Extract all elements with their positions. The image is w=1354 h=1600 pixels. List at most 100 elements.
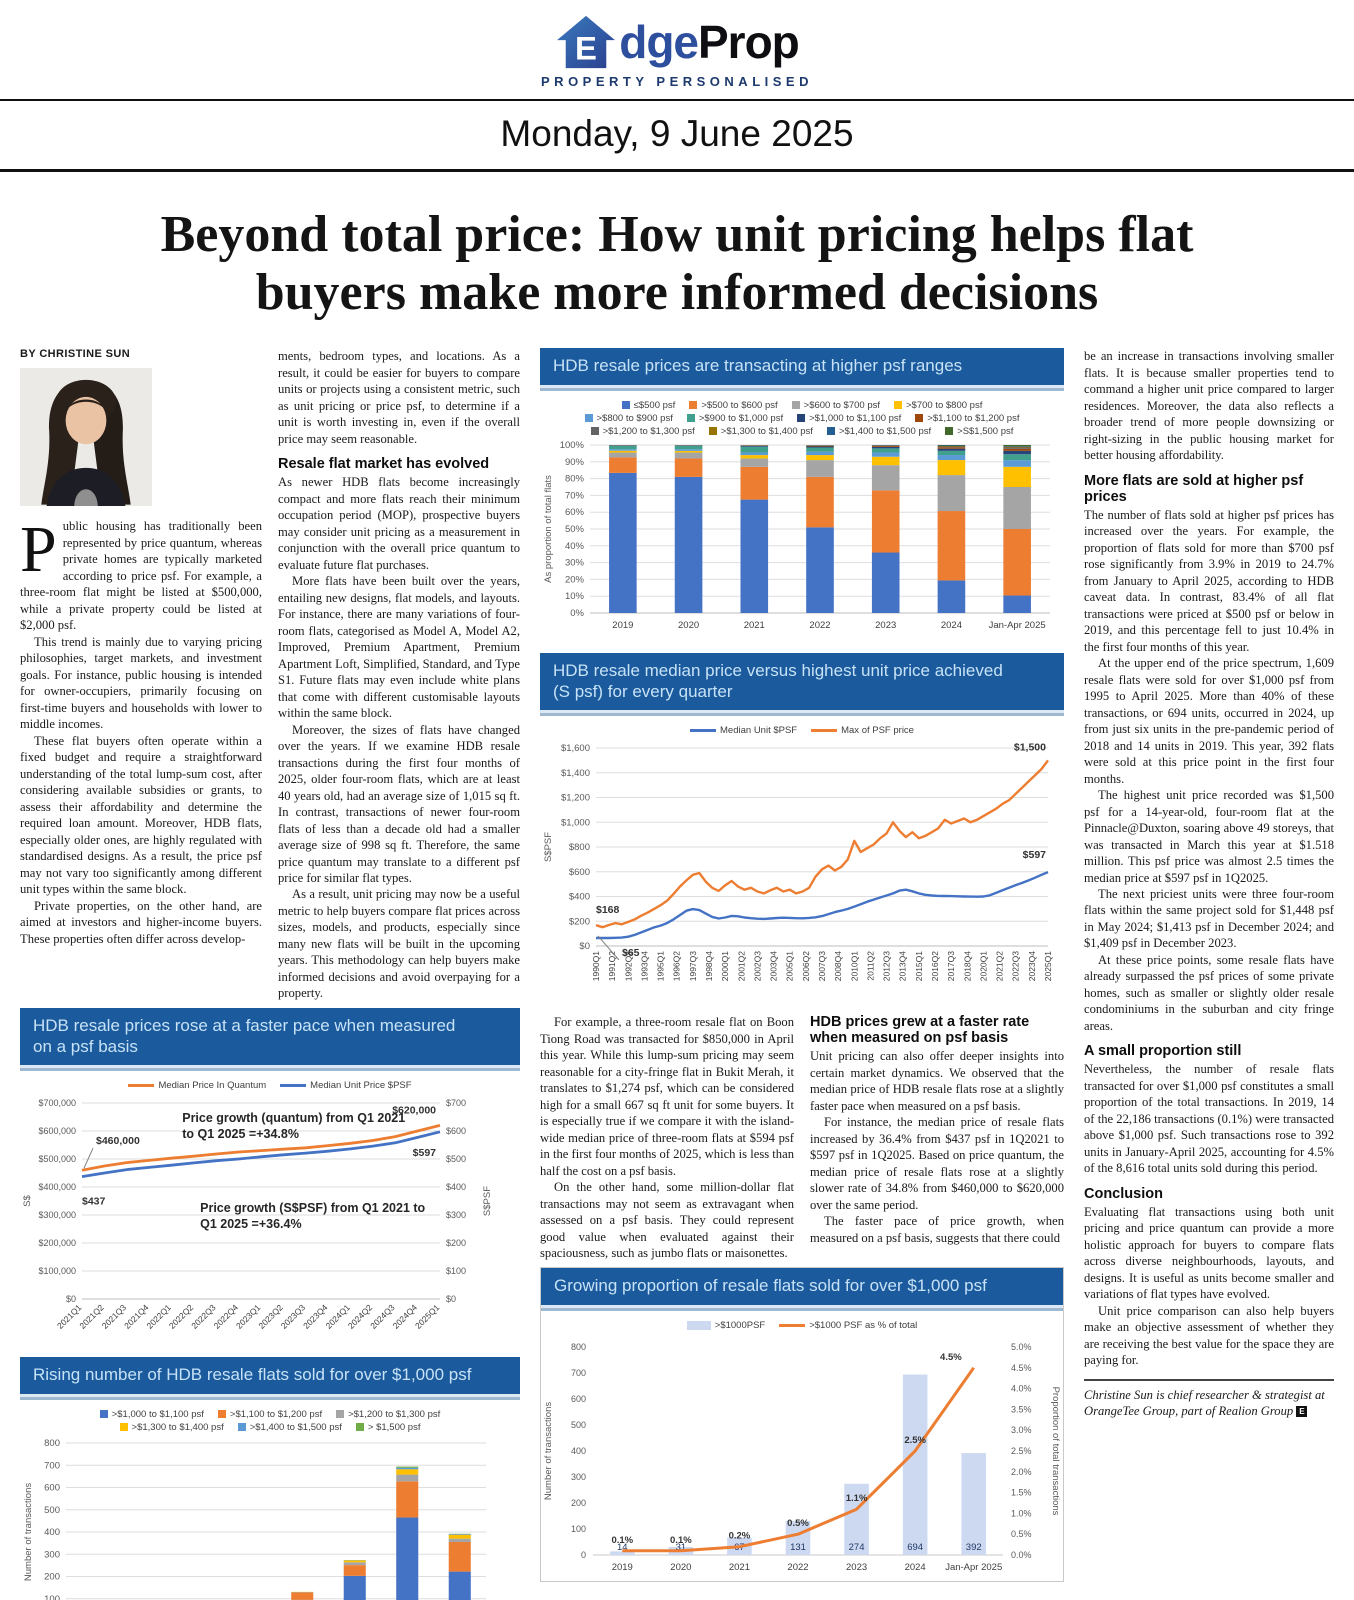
svg-text:392: 392	[966, 1542, 982, 1553]
svg-text:$597: $597	[413, 1147, 437, 1159]
paragraph: Evaluating flat transactions using both …	[1084, 1204, 1334, 1302]
paragraph: At the upper end of the price spectrum, …	[1084, 656, 1334, 786]
masthead: E dgeProp PROPERTY PERSONALISED	[0, 0, 1354, 89]
svg-text:1996Q2: 1996Q2	[672, 951, 682, 982]
svg-text:Jan-Apr 2025: Jan-Apr 2025	[989, 620, 1046, 631]
chart-legend: Median Price In Quantum Median Unit Price…	[20, 1074, 520, 1093]
svg-text:$600: $600	[446, 1126, 466, 1136]
svg-text:1997Q3: 1997Q3	[688, 951, 698, 982]
legend-item: >$1,200 to $1,300 psf	[590, 426, 695, 437]
legend-item: >$1,300 to $1,400 psf	[119, 1422, 224, 1433]
svg-text:2020: 2020	[678, 620, 699, 631]
svg-text:2003Q4: 2003Q4	[769, 951, 779, 982]
legend-label: Median Unit Price $PSF	[310, 1080, 412, 1092]
legend-item: >$1000 PSF as % of total	[779, 1320, 917, 1331]
svg-text:2017Q3: 2017Q3	[946, 951, 956, 982]
svg-text:As proportion of total flats: As proportion of total flats	[543, 475, 554, 583]
legend-label: > $1,500 psf	[367, 1421, 421, 1433]
brand-tagline: PROPERTY PERSONALISED	[541, 74, 813, 89]
chart-plot: $0 $200 $400 $600 $800 $1,000 $1,200 $1,400 $1,6…	[540, 738, 1064, 1000]
svg-text:2001Q2: 2001Q2	[736, 951, 746, 982]
svg-text:1.0%: 1.0%	[1011, 1508, 1032, 1518]
legend-swatch	[128, 1084, 155, 1088]
legend-swatch	[811, 729, 838, 733]
legend-item: >$1000PSF	[686, 1320, 765, 1331]
svg-text:$800: $800	[569, 842, 590, 853]
svg-text:0.0%: 0.0%	[1011, 1550, 1032, 1560]
svg-text:0.2%: 0.2%	[729, 1530, 751, 1541]
chart-plot: 0 100 200 300 400 500 600 700 800 0.0% 0.5% 1.0% 1.5…	[541, 1333, 1063, 1581]
legend-swatch	[791, 401, 800, 410]
svg-text:0.5%: 0.5%	[1011, 1529, 1032, 1539]
chart-rising-flats-over-1000psf: Rising number of HDB resale flats sold f…	[20, 1357, 520, 1600]
legend-item: >$500 to $600 psf	[689, 400, 778, 411]
legend-swatch	[237, 1423, 246, 1432]
svg-text:$200: $200	[446, 1238, 466, 1248]
svg-text:4.0%: 4.0%	[1011, 1383, 1032, 1393]
svg-text:$0: $0	[446, 1294, 456, 1304]
chart-legend: >$1000PSF >$1000 PSF as % of total	[541, 1314, 1063, 1333]
svg-text:2005Q1: 2005Q1	[785, 951, 795, 982]
edgeprop-logo: E dgeProp	[0, 14, 1354, 70]
legend-swatch	[797, 414, 806, 423]
date-divider	[0, 169, 1354, 172]
svg-text:4.5%: 4.5%	[1011, 1363, 1032, 1373]
svg-text:5.0%: 5.0%	[1011, 1342, 1032, 1352]
legend-swatch	[621, 401, 630, 410]
legend-row: ≤$500 psf >$500 to $600 psf >$600 to $700 …	[621, 399, 982, 411]
svg-text:2008Q4: 2008Q4	[833, 951, 843, 982]
svg-text:$700: $700	[446, 1098, 466, 1108]
legend-label: >$1,400 to $1,500 psf	[249, 1421, 342, 1433]
chart-title: HDB resale prices are transacting at hig…	[540, 348, 1064, 388]
svg-text:2023: 2023	[875, 620, 896, 631]
svg-text:100: 100	[571, 1524, 586, 1534]
svg-text:0.5%: 0.5%	[787, 1518, 809, 1529]
legend-row: >$800 to $900 psf >$900 to $1,000 psf >$1,…	[584, 413, 1019, 424]
legend-swatch	[894, 401, 902, 410]
svg-text:70%: 70%	[565, 490, 585, 501]
svg-text:2018Q4: 2018Q4	[962, 951, 972, 982]
svg-text:$65: $65	[622, 947, 640, 959]
legend-swatch	[336, 1410, 345, 1419]
footer-divider	[1084, 1378, 1334, 1381]
legend-swatch	[779, 1323, 806, 1327]
svg-text:$0: $0	[579, 941, 590, 952]
legend-label: >$600 to $700 psf	[803, 399, 880, 411]
svg-text:1991Q2: 1991Q2	[607, 951, 617, 982]
svg-text:$460,000: $460,000	[96, 1136, 140, 1148]
chart-annotation: Price growth (quantum) from Q1 2021 to Q…	[182, 1111, 406, 1141]
house-logo-icon: E	[557, 15, 616, 69]
svg-text:$100,000: $100,000	[38, 1266, 76, 1276]
svg-text:3.5%: 3.5%	[1011, 1404, 1032, 1414]
svg-text:80%: 80%	[565, 473, 585, 484]
chart-plot: 0% 10% 20% 30% 40% 50% 60% 70% 80% 90% 100% 2019 202…	[540, 439, 1064, 639]
svg-text:$437: $437	[82, 1196, 106, 1208]
author-credit: Christine Sun is chief researcher & stra…	[1084, 1387, 1325, 1418]
legend-label: >$1,400 to $1,500 psf	[838, 425, 932, 437]
svg-text:1998Q4: 1998Q4	[704, 951, 714, 982]
paragraph: More flats have been built over the year…	[278, 574, 520, 721]
svg-text:2013Q4: 2013Q4	[898, 951, 908, 982]
svg-text:2000Q1: 2000Q1	[720, 951, 730, 982]
legend-swatch	[280, 1084, 307, 1088]
chart-title: Rising number of HDB resale flats sold f…	[20, 1357, 520, 1397]
paragraph: This trend is mainly due to varying pric…	[20, 634, 262, 732]
svg-text:2015Q1: 2015Q1	[914, 951, 924, 982]
svg-text:2011Q2: 2011Q2	[865, 951, 875, 981]
svg-text:31: 31	[676, 1542, 687, 1553]
svg-text:2020: 2020	[670, 1562, 691, 1573]
paragraph: For instance, the median price of resale…	[810, 1115, 1064, 1212]
legend-item: >$1,100 to $1,200 psf	[217, 1409, 322, 1420]
legend-item: >$1,000 to $1,100 psf	[797, 413, 901, 424]
middle-region: HDB resale prices are transacting at hig…	[540, 348, 1064, 1600]
svg-text:$620,000: $620,000	[392, 1105, 436, 1117]
legend-swatch	[119, 1423, 128, 1432]
svg-text:1992Q3: 1992Q3	[623, 951, 633, 982]
svg-text:274: 274	[849, 1542, 865, 1553]
svg-text:400: 400	[44, 1527, 60, 1538]
paragraph: The highest unit price recorded was $1,5…	[1084, 788, 1334, 885]
section-heading: HDB prices grew at a faster rate when me…	[810, 1014, 1030, 1047]
svg-text:30%: 30%	[565, 557, 585, 568]
legend-swatch	[686, 1320, 711, 1330]
